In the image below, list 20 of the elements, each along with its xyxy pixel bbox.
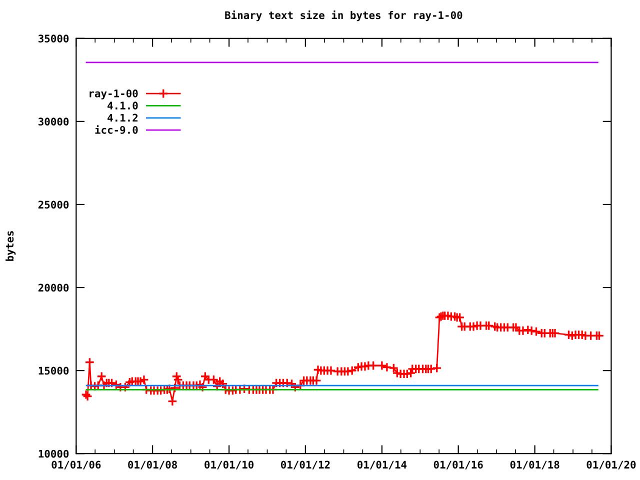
chart-title: Binary text size in bytes for ray-1-00 (225, 10, 462, 22)
y-tick-label: 25000 (38, 200, 69, 209)
legend-label: 4.1.0 (108, 102, 138, 110)
x-tick-label: 01/01/18 (510, 460, 560, 470)
y-tick-label: 30000 (38, 118, 69, 126)
x-tick-label: 01/01/20 (586, 460, 636, 470)
x-tick-label: 01/01/08 (128, 460, 177, 470)
x-tick-label: 01/01/12 (280, 460, 330, 470)
legend-label: 4.1.2 (108, 114, 138, 122)
y-tick-label: 35000 (38, 34, 69, 43)
y-tick-label: 10000 (38, 450, 69, 458)
legend-label: icc-9.0 (95, 125, 138, 134)
x-tick-label: 01/01/10 (204, 460, 254, 470)
y-axis-title: bytes (6, 231, 16, 261)
x-tick-label: 01/01/16 (434, 460, 483, 470)
legend-label: ray-1-00 (90, 89, 138, 100)
y-tick-label: 15000 (38, 366, 69, 375)
y-tick-label: 20000 (38, 284, 69, 292)
x-tick-label: 01/01/14 (357, 460, 407, 470)
x-tick-label: 01/01/06 (52, 460, 101, 470)
